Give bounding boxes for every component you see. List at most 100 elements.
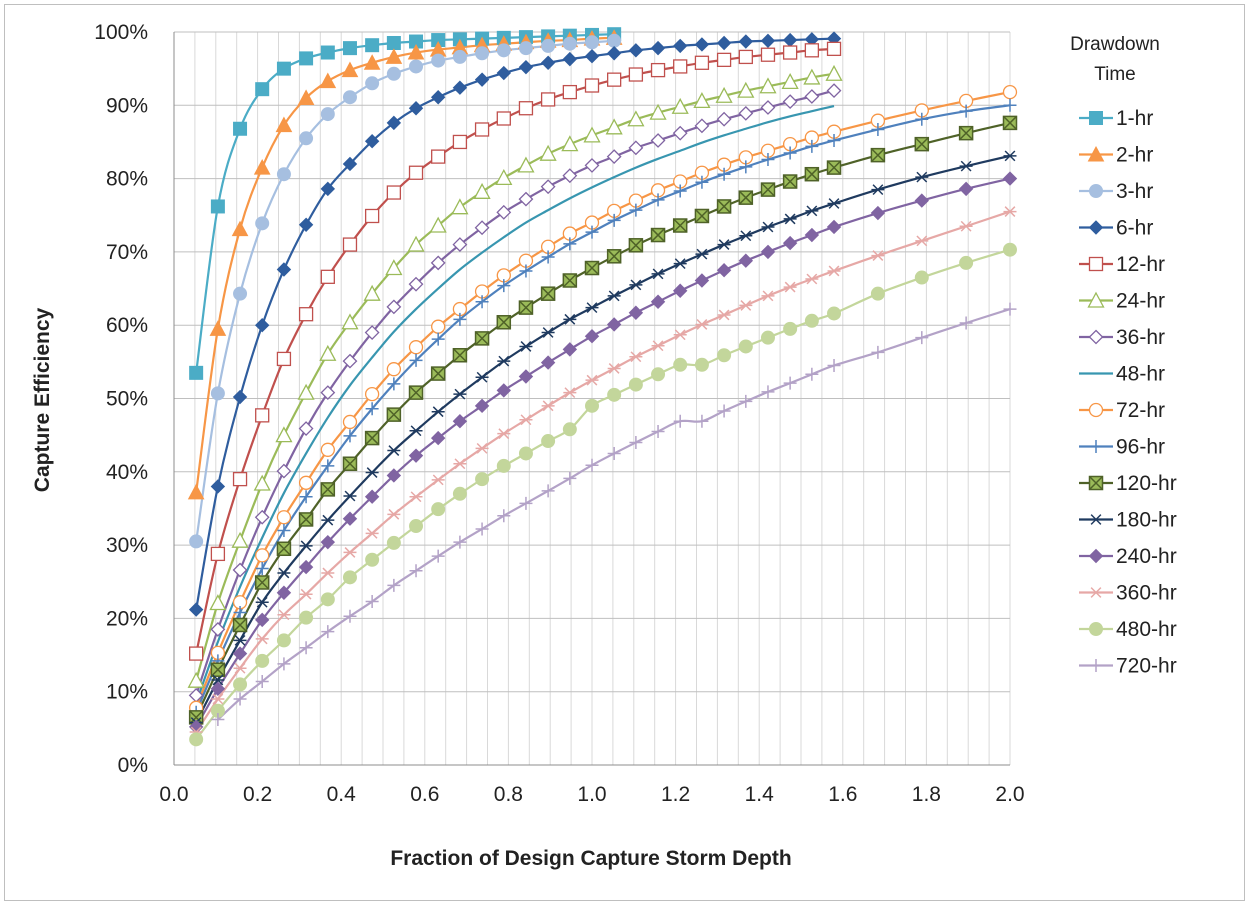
legend-label: 24-hr bbox=[1116, 290, 1165, 313]
data-point-480-hr bbox=[409, 519, 424, 534]
data-point-3-hr bbox=[607, 33, 622, 48]
data-point-6-hr bbox=[364, 134, 380, 149]
data-point-480-hr bbox=[496, 458, 511, 473]
legend: 1-hr 2-hr 3-hr 6-hr 12-hr 24-hr 36-hr 48-hr 72-h… bbox=[1079, 107, 1177, 678]
data-point-120-hr bbox=[452, 348, 468, 363]
data-point-12-hr bbox=[760, 47, 776, 62]
legend-label: 2-hr bbox=[1116, 144, 1153, 167]
x-tick-label: 1.0 bbox=[577, 783, 606, 806]
data-point-6-hr bbox=[716, 35, 732, 51]
data-point-36-hr bbox=[210, 621, 226, 637]
data-point-24-hr bbox=[561, 135, 579, 152]
data-point-360-hr bbox=[739, 300, 753, 311]
data-point-480-hr bbox=[959, 255, 974, 270]
data-point-360-hr bbox=[717, 309, 731, 321]
data-point-3-hr bbox=[585, 35, 599, 50]
data-point-96-hr bbox=[541, 250, 555, 264]
data-point-96-hr bbox=[563, 237, 577, 251]
data-point-480-hr bbox=[255, 653, 270, 668]
data-point-24-hr bbox=[319, 344, 337, 361]
data-point-240-hr bbox=[408, 448, 424, 463]
data-point-24-hr bbox=[649, 103, 667, 120]
data-point-720-hr bbox=[475, 522, 489, 536]
data-point-360-hr bbox=[607, 363, 621, 374]
data-point-480-hr bbox=[365, 552, 380, 567]
data-point-720-hr bbox=[321, 625, 335, 639]
y-tick-label: 100% bbox=[94, 21, 148, 44]
data-point-120-hr bbox=[210, 662, 226, 677]
data-point-480-hr bbox=[518, 446, 533, 461]
data-point-180-hr bbox=[563, 313, 577, 325]
x-tick-label: 0.2 bbox=[243, 783, 272, 806]
data-point-480-hr bbox=[386, 535, 401, 550]
data-point-96-hr bbox=[497, 279, 511, 293]
data-point-120-hr bbox=[364, 430, 380, 446]
x-tick-label: 1.2 bbox=[661, 783, 690, 806]
data-point-120-hr bbox=[826, 160, 842, 175]
data-point-96-hr bbox=[233, 606, 247, 620]
data-point-120-hr bbox=[606, 249, 622, 264]
data-point-96-hr bbox=[321, 459, 335, 473]
data-point-720-hr bbox=[871, 345, 885, 359]
data-point-6-hr bbox=[430, 90, 446, 105]
data-point-360-hr bbox=[761, 290, 775, 302]
data-point-120-hr bbox=[584, 260, 600, 276]
data-point-24-hr bbox=[715, 86, 733, 103]
data-point-12-hr bbox=[562, 84, 577, 100]
data-point-720-hr bbox=[651, 424, 665, 438]
data-point-120-hr bbox=[254, 575, 270, 590]
data-point-36-hr bbox=[232, 562, 248, 578]
data-point-360-hr bbox=[211, 693, 225, 705]
x-tick-label: 1.6 bbox=[828, 783, 857, 806]
data-point-96-hr bbox=[453, 312, 467, 326]
data-point-24-hr bbox=[253, 474, 271, 491]
y-tick-label: 40% bbox=[106, 461, 148, 484]
data-point-72-hr bbox=[408, 340, 424, 355]
series-line-120-hr bbox=[195, 121, 1011, 718]
data-point-12-hr bbox=[189, 646, 204, 661]
data-point-12-hr bbox=[650, 62, 666, 78]
data-point-3-hr bbox=[409, 59, 424, 74]
data-point-360-hr bbox=[673, 329, 687, 341]
data-point-96-hr bbox=[255, 562, 269, 576]
data-point-240-hr bbox=[826, 219, 842, 235]
data-point-96-hr bbox=[805, 139, 819, 153]
data-point-240-hr bbox=[760, 244, 776, 260]
data-point-120-hr bbox=[430, 366, 446, 381]
data-point-180-hr bbox=[211, 674, 225, 686]
legend-swatch-marker bbox=[1088, 475, 1104, 491]
data-point-36-hr bbox=[562, 168, 578, 184]
data-point-240-hr bbox=[672, 283, 688, 298]
data-point-2-hr bbox=[363, 54, 381, 70]
x-tick-label: 0.4 bbox=[327, 783, 357, 806]
data-point-180-hr bbox=[695, 248, 709, 260]
data-point-96-hr bbox=[409, 353, 423, 367]
data-point-36-hr bbox=[606, 149, 622, 165]
data-point-36-hr bbox=[254, 509, 270, 525]
data-point-3-hr bbox=[299, 131, 314, 146]
data-point-240-hr bbox=[716, 263, 732, 278]
data-point-24-hr bbox=[231, 531, 249, 548]
data-point-180-hr bbox=[497, 355, 511, 367]
legend-swatch-marker bbox=[1088, 256, 1104, 272]
series-line-240-hr bbox=[195, 177, 1011, 728]
data-point-480-hr bbox=[475, 472, 490, 487]
legend-swatch-marker bbox=[1089, 587, 1103, 598]
data-point-360-hr bbox=[475, 442, 489, 454]
data-point-24-hr bbox=[341, 313, 359, 330]
data-point-240-hr bbox=[474, 398, 490, 414]
data-point-480-hr bbox=[717, 348, 732, 363]
data-point-180-hr bbox=[761, 221, 775, 233]
data-point-180-hr bbox=[827, 198, 841, 209]
x-tick-label: 0.8 bbox=[494, 783, 523, 806]
data-point-120-hr bbox=[804, 166, 820, 182]
data-point-720-hr bbox=[629, 435, 643, 449]
data-point-240-hr bbox=[320, 534, 336, 550]
y-tick-label: 20% bbox=[106, 607, 148, 630]
data-point-180-hr bbox=[409, 425, 423, 437]
data-point-240-hr bbox=[628, 305, 644, 320]
data-point-96-hr bbox=[343, 429, 357, 443]
data-point-480-hr bbox=[760, 330, 775, 345]
data-point-6-hr bbox=[606, 46, 622, 61]
data-point-2-hr bbox=[253, 159, 271, 175]
